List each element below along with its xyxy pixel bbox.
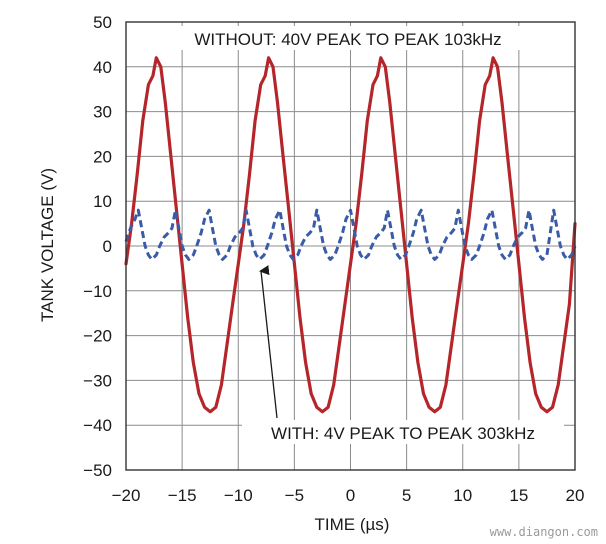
y-tick-label: 50 [93,13,112,32]
x-tick-label: 20 [566,486,585,505]
grid-lines [125,21,576,471]
annotation-bottom-background [242,420,564,444]
x-tick-label: −5 [285,486,304,505]
plot-frame [125,21,576,471]
annotation-without: WITHOUT: 40V PEAK TO PEAK 103kHz [194,30,501,49]
y-tick-label: 10 [93,192,112,211]
annotation-with: WITH: 4V PEAK TO PEAK 303kHz [271,424,535,443]
series-layer [124,56,577,414]
annotation-arrow [259,265,278,419]
y-tick-label: 30 [93,103,112,122]
y-tick-label: −30 [83,371,112,390]
x-tick-label: 15 [509,486,528,505]
y-tick-label: 20 [93,147,112,166]
series-line-1 [124,56,577,414]
x-tick-label: 5 [402,486,411,505]
x-tick-label: 10 [453,486,472,505]
tick-labels: −20 −15 −10 −5 0 5 10 15 20−50−40−30−20−10010203… [83,13,584,505]
y-axis-label: TANK VOLTAGE (V) [38,168,57,322]
y-tick-label: −10 [83,282,112,301]
x-axis-label: TIME (µs) [315,515,390,534]
y-tick-label: −40 [83,416,112,435]
annotation-top-background [166,26,530,50]
y-tick-label: 0 [103,237,112,256]
y-tick-label: −20 [83,327,112,346]
x-tick-label: −20 [112,486,141,505]
x-tick-label: −10 [224,486,253,505]
y-tick-label: −50 [83,461,112,480]
series-line-2 [124,208,577,261]
axes [125,21,576,471]
x-tick-label: 0 [346,486,355,505]
watermark: www.diangon.com [490,525,598,539]
x-tick-label: −15 [168,486,197,505]
y-tick-label: 40 [93,58,112,77]
